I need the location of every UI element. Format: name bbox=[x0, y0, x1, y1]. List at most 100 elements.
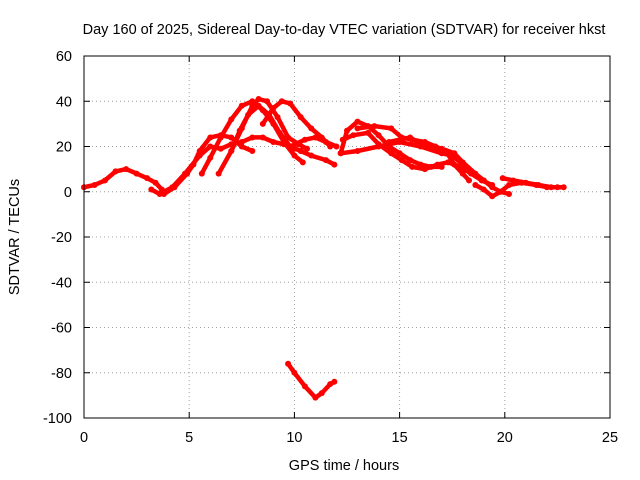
data-point bbox=[276, 129, 283, 136]
data-point bbox=[123, 166, 130, 173]
y-tick-label: -100 bbox=[43, 411, 72, 427]
data-point bbox=[398, 157, 405, 164]
data-point bbox=[472, 181, 479, 188]
data-point bbox=[291, 369, 298, 376]
y-tick-label: 0 bbox=[64, 185, 72, 201]
data-point bbox=[510, 177, 517, 184]
data-point bbox=[354, 125, 361, 132]
data-point bbox=[350, 132, 357, 139]
data-point bbox=[337, 150, 344, 157]
data-point bbox=[196, 148, 203, 155]
x-tick-label: 15 bbox=[392, 430, 408, 446]
y-tick-label: -40 bbox=[51, 275, 72, 291]
data-point bbox=[497, 188, 504, 195]
data-point bbox=[160, 191, 167, 198]
data-point bbox=[207, 143, 214, 150]
data-point bbox=[489, 184, 496, 191]
data-point bbox=[344, 127, 350, 134]
data-point bbox=[451, 150, 458, 157]
data-point bbox=[255, 95, 262, 102]
data-point bbox=[190, 161, 197, 168]
y-tick-label: -20 bbox=[51, 230, 72, 246]
data-point bbox=[270, 138, 277, 145]
data-point bbox=[238, 102, 245, 109]
data-point bbox=[459, 159, 466, 166]
data-point bbox=[489, 193, 496, 200]
plot-frame bbox=[83, 55, 611, 419]
data-point bbox=[148, 186, 155, 193]
data-point bbox=[499, 175, 506, 182]
data-point bbox=[560, 184, 567, 191]
data-point bbox=[91, 181, 98, 188]
data-point bbox=[184, 170, 191, 177]
data-point bbox=[299, 159, 306, 166]
data-point bbox=[354, 118, 361, 125]
data-point bbox=[255, 102, 262, 109]
data-point bbox=[215, 170, 222, 177]
data-point bbox=[375, 132, 382, 139]
data-point bbox=[249, 134, 256, 141]
data-point bbox=[287, 143, 294, 150]
data-point bbox=[354, 148, 361, 155]
data-point bbox=[156, 191, 163, 198]
data-point bbox=[339, 136, 346, 143]
data-point bbox=[522, 179, 529, 186]
data-point bbox=[228, 134, 235, 141]
data-point bbox=[301, 383, 308, 390]
data-point bbox=[506, 181, 513, 188]
data-point bbox=[312, 394, 319, 401]
data-point bbox=[249, 148, 256, 155]
y-axis-label: SDTVAR / TECUs bbox=[7, 179, 23, 295]
data-point bbox=[297, 114, 304, 121]
data-point bbox=[264, 98, 271, 105]
data-point bbox=[236, 127, 243, 134]
y-tick-label: -60 bbox=[51, 321, 72, 337]
data-point bbox=[144, 175, 151, 182]
data-point bbox=[466, 177, 473, 184]
data-point bbox=[217, 145, 224, 152]
data-point bbox=[270, 105, 277, 112]
data-point bbox=[198, 170, 205, 177]
data-point bbox=[409, 163, 416, 170]
data-point bbox=[152, 179, 159, 186]
data-point bbox=[278, 98, 285, 105]
data-point bbox=[333, 143, 340, 150]
x-tick-label: 0 bbox=[80, 430, 88, 446]
data-point bbox=[308, 125, 315, 132]
data-point bbox=[322, 157, 329, 164]
data-point bbox=[291, 152, 298, 159]
tick-labels: 0 5 10 15 20 25 -100 -80 -60 -40 -20 0 20 40 60 bbox=[43, 49, 618, 446]
data-point bbox=[228, 116, 235, 123]
data-point bbox=[331, 378, 338, 385]
data-point bbox=[417, 141, 424, 148]
data-point bbox=[217, 134, 224, 141]
y-tick-label: 60 bbox=[56, 49, 72, 65]
data-point bbox=[548, 184, 555, 191]
data-point bbox=[207, 134, 214, 141]
data-point bbox=[386, 138, 393, 145]
data-point bbox=[133, 170, 140, 177]
data-point bbox=[421, 166, 428, 173]
x-tick-label: 10 bbox=[286, 430, 302, 446]
x-axis-label: GPS time / hours bbox=[289, 458, 399, 474]
data-point bbox=[312, 134, 319, 141]
data-point bbox=[259, 120, 266, 127]
data-point bbox=[434, 161, 441, 168]
data-point bbox=[451, 161, 458, 168]
data-point bbox=[301, 136, 308, 143]
y-tick-label: 40 bbox=[56, 94, 72, 110]
data-point bbox=[506, 191, 513, 198]
data-series bbox=[81, 95, 567, 401]
x-tick-label: 25 bbox=[602, 430, 618, 446]
data-point bbox=[459, 170, 466, 177]
data-point bbox=[238, 143, 245, 150]
series-line-trace-16 bbox=[285, 361, 337, 400]
grid-lines bbox=[84, 56, 610, 418]
data-point bbox=[388, 150, 395, 157]
data-point bbox=[245, 111, 252, 118]
data-point bbox=[112, 168, 119, 175]
data-point bbox=[285, 360, 292, 367]
data-point bbox=[207, 154, 214, 161]
data-point bbox=[322, 138, 329, 145]
data-point bbox=[365, 129, 372, 136]
